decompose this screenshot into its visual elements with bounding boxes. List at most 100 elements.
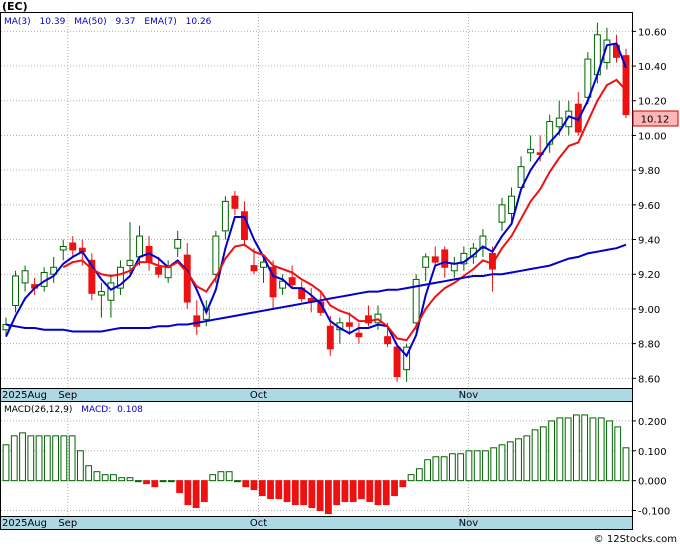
candle [288,265,296,289]
macd-bar [581,414,589,482]
macd-bar [606,420,613,482]
macd-bar [614,426,622,482]
price-x-label: Oct [250,390,267,401]
ma3-value: 10.39 [40,17,66,27]
symbol-label: (EC) [2,0,28,13]
macd-x-axis: 2025Aug Sep Oct Nov [2,518,478,529]
candle-body [241,211,248,241]
macd-y-axis: 0.200 0.100 0.000 -0.100 [632,417,670,518]
macd-bar [548,420,555,482]
candle [460,246,468,271]
macd-bar [275,480,283,500]
candle [107,274,115,318]
macd-bar [506,441,514,482]
candle [412,274,420,330]
price-tick-label: 9.00 [638,305,660,316]
macd-bar [201,480,208,503]
macd-bar [134,480,142,483]
macd-bar [43,435,51,482]
watermark: © 12Stocks.com [594,534,677,545]
macd-bar [192,480,200,509]
macd-bar [490,447,498,482]
candle [489,246,496,292]
candle [393,343,401,382]
macd-bar [101,474,109,482]
price-tick-label: 9.60 [638,201,660,212]
macd-bar [308,480,316,509]
macd-bar [432,456,440,482]
candle [69,236,77,257]
candle-body [384,336,391,345]
candle [21,265,29,292]
macd-bar [415,468,423,482]
price-panel-frame [0,12,633,389]
macd-bar [242,480,250,488]
macd-params: MACD(26,12,9) [4,405,72,415]
candle-body [479,235,487,249]
macd-bar [184,480,192,506]
price-x-label: Nov [459,390,479,401]
macd-bar [482,450,489,482]
ma3-label: MA(3) [4,17,31,27]
candle-body [231,195,239,209]
candle-body [584,58,592,98]
price-tick-label: 9.40 [638,236,660,247]
ema7-value: 10.26 [186,17,212,27]
macd-bar [283,480,291,503]
macd-bar [564,417,572,482]
series-line-ma-50- [5,243,627,333]
candle [174,230,182,257]
candle [584,52,592,105]
candle-body [345,322,353,327]
macd-date-strip [0,516,633,530]
candle-body [12,275,19,306]
price-tick-label: 9.20 [638,270,660,281]
candle-body [422,256,430,268]
candle [155,256,163,278]
macd-bar [291,480,299,506]
macd-bar [60,435,68,482]
candle-body [59,245,67,251]
candle-body [555,117,563,128]
indicator-lines [5,42,627,358]
candle [345,312,353,335]
price-x-label: 2025Aug [2,390,47,401]
macd-bar [250,480,258,491]
macd-bar [515,438,522,482]
candle-body [221,200,229,232]
price-tick-label: 10.00 [638,131,667,142]
macd-bar [167,480,175,483]
candle-body [450,263,458,272]
candle-body [21,270,29,284]
candle-body [174,239,182,249]
macd-x-label: Oct [250,518,267,529]
candle [193,300,201,335]
macd-bar [622,447,630,482]
macd-tick-label: 0.100 [638,447,667,458]
macd-bar [539,426,547,482]
macd-bar [10,435,18,482]
price-tick-label: 8.80 [638,340,660,351]
macd-histogram [2,414,630,515]
macd-bar [110,474,117,482]
macd-bar [473,450,481,482]
macd-bar [258,480,266,497]
candle [431,246,439,268]
candle-body [412,278,420,324]
candle-body [212,235,220,275]
macd-bar [573,414,580,482]
macd-bar [151,480,159,488]
price-x-axis: 2025Aug Sep Oct Nov [2,390,478,401]
candle-body [279,280,287,289]
macd-bar [358,480,365,500]
macd-bar [176,480,183,494]
candle-body [117,266,124,289]
price-x-label: Sep [58,390,77,401]
price-tick-label: 10.40 [638,62,667,73]
macd-bar [300,480,307,506]
macd-bar [85,465,93,482]
candle [97,282,105,318]
macd-bar [333,480,341,506]
candlesticks [2,22,630,382]
candle-body [193,315,201,327]
